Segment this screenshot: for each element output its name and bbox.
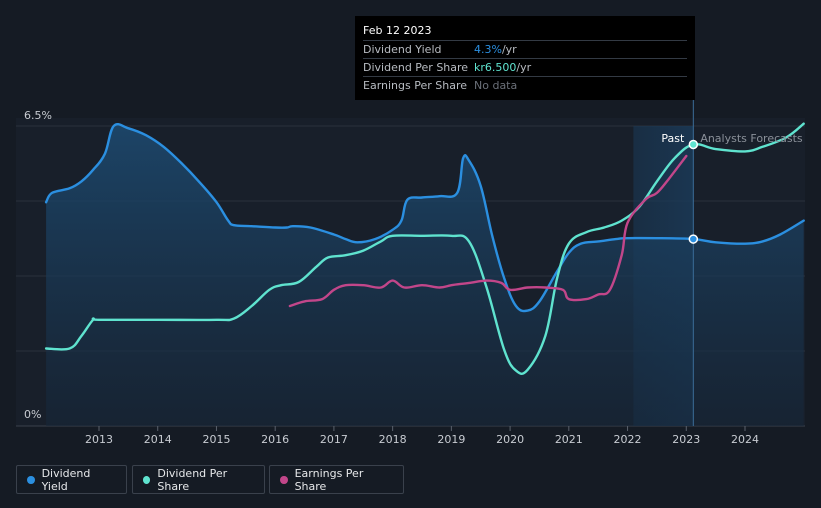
legend-label: Dividend Per Share bbox=[157, 466, 228, 493]
highlight-points bbox=[688, 139, 699, 244]
dividend-per-share-point bbox=[688, 139, 699, 150]
tooltip-label: Dividend Per Share bbox=[363, 61, 469, 74]
x-tick-label: 2018 bbox=[379, 433, 407, 446]
tooltip-label: Dividend Yield bbox=[363, 43, 442, 56]
legend-dividend-per-share[interactable]: Dividend Per Share bbox=[132, 465, 265, 494]
x-tick-label: 2017 bbox=[320, 433, 348, 446]
tooltip-row-dividend-per-share: Dividend Per Share kr6.500 /yr bbox=[363, 59, 687, 77]
series-lines bbox=[44, 122, 805, 376]
x-tick-label: 2014 bbox=[144, 433, 172, 446]
x-tick-label: 2015 bbox=[202, 433, 230, 446]
x-tick-label: 2013 bbox=[85, 433, 113, 446]
legend-label: Dividend Yield bbox=[41, 466, 91, 493]
y-axis-top-label: 6.5% bbox=[24, 109, 52, 122]
legend-dot-icon bbox=[27, 475, 35, 484]
x-tick-label: 2016 bbox=[261, 433, 289, 446]
legend-dot-icon bbox=[143, 475, 151, 484]
legend-dot-icon bbox=[280, 475, 288, 484]
tooltip-unit: /yr bbox=[516, 61, 532, 74]
x-tick-label: 2023 bbox=[672, 433, 700, 446]
earnings-per-share-line bbox=[288, 154, 688, 308]
tooltip-label: Earnings Per Share bbox=[363, 79, 468, 92]
x-tick-label: 2020 bbox=[496, 433, 524, 446]
x-tick-label: 2019 bbox=[437, 433, 465, 446]
dividend-yield-line bbox=[44, 122, 805, 313]
tooltip-unit: /yr bbox=[501, 43, 517, 56]
y-axis-bottom-label: 0% bbox=[24, 408, 41, 421]
x-axis-ticks: 2013 2014 2015 2016 2017 2018 2019 2020 2021 2022… bbox=[85, 426, 759, 446]
tooltip-date: Feb 12 2023 bbox=[363, 22, 687, 41]
legend-label: Earnings Per Share bbox=[294, 466, 364, 493]
past-region-label: Past bbox=[661, 132, 685, 145]
tooltip-row-earnings-per-share: Earnings Per Share No data bbox=[363, 77, 687, 94]
tooltip-row-dividend-yield: Dividend Yield 4.3% /yr bbox=[363, 41, 687, 59]
x-tick-label: 2024 bbox=[731, 433, 759, 446]
tooltip-value: kr6.500 bbox=[474, 61, 517, 74]
forecast-region-label: Analysts Forecasts bbox=[700, 132, 803, 145]
dividend-yield-point bbox=[688, 234, 699, 244]
x-tick-label: 2022 bbox=[614, 433, 642, 446]
legend-earnings-per-share[interactable]: Earnings Per Share bbox=[269, 465, 404, 494]
dividend-yield-area bbox=[46, 124, 804, 426]
tooltip-value: No data bbox=[474, 79, 518, 92]
x-tick-label: 2021 bbox=[555, 433, 583, 446]
dividend-per-share-line bbox=[44, 122, 805, 376]
legend-dividend-yield[interactable]: Dividend Yield bbox=[16, 465, 127, 494]
tooltip-value: 4.3% bbox=[474, 43, 502, 56]
chart-tooltip: Feb 12 2023 Dividend Yield 4.3% /yr Divi… bbox=[355, 16, 695, 100]
